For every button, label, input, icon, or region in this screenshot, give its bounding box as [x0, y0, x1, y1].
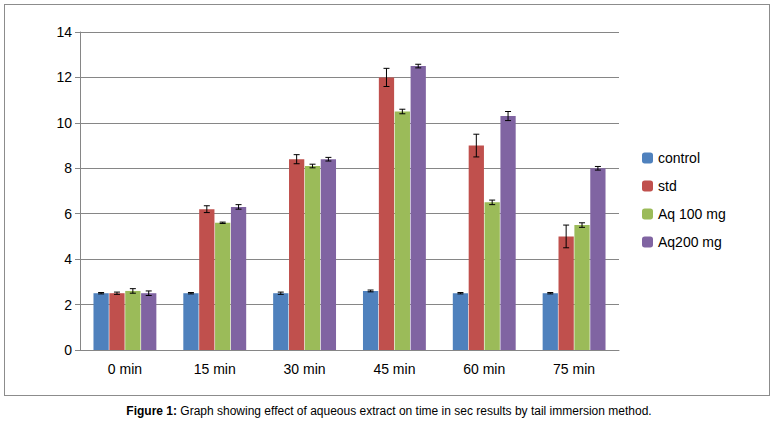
svg-text:12: 12: [56, 69, 72, 85]
svg-text:std: std: [658, 178, 677, 194]
svg-text:2: 2: [64, 297, 72, 313]
svg-text:6: 6: [64, 206, 72, 222]
svg-text:60 min: 60 min: [463, 361, 505, 377]
svg-text:75 min: 75 min: [553, 361, 595, 377]
svg-text:8: 8: [64, 160, 72, 176]
svg-text:4: 4: [64, 251, 72, 267]
svg-text:Aq 100 mg: Aq 100 mg: [658, 206, 726, 222]
svg-text:15 min: 15 min: [194, 361, 236, 377]
svg-text:0: 0: [64, 342, 72, 358]
svg-text:10: 10: [56, 115, 72, 131]
svg-text:control: control: [658, 150, 700, 166]
svg-text:30 min: 30 min: [284, 361, 326, 377]
svg-text:0 min: 0 min: [108, 361, 142, 377]
html-text:Figure 1: Graph showing effect: Figure 1: Graph showing effect of aqueou…: [126, 404, 652, 418]
svg-text:14: 14: [56, 24, 72, 40]
svg-text:45 min: 45 min: [373, 361, 415, 377]
svg-text:Aq200 mg: Aq200 mg: [658, 234, 722, 250]
